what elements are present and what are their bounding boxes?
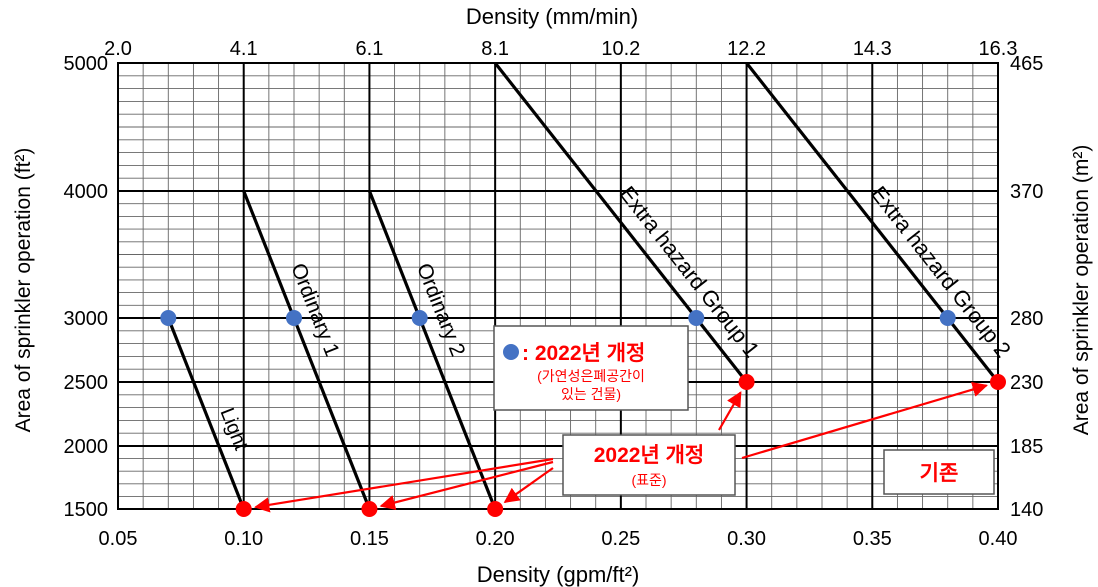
left-tick-labels: 1500 2000 2500 3000 4000 5000 <box>64 53 109 521</box>
x-bottom-tick-label: 0.15 <box>350 528 389 550</box>
y-left-tick-label: 4000 <box>64 181 109 203</box>
y-left-tick-label: 2000 <box>64 436 109 458</box>
blue-point <box>411 310 428 326</box>
existing-annotation-text: 기존 <box>920 462 959 485</box>
x-bottom-tick-label: 0.35 <box>853 528 892 550</box>
y-right-tick-label: 280 <box>1010 308 1043 330</box>
annotation-arrow <box>254 457 554 513</box>
annotation-arrow <box>503 467 554 503</box>
red-point <box>235 501 252 517</box>
red-point <box>487 501 504 517</box>
series-label: Extra hazard Group 2 <box>866 181 1016 362</box>
y-left-tick-label: 5000 <box>64 53 109 75</box>
red-annotation-box: 2022년 개정 (표준) <box>562 434 736 496</box>
blue-point <box>939 310 956 326</box>
blue-point <box>160 310 177 326</box>
right-tick-labels: 140 185 230 280 370 465 <box>1010 53 1043 521</box>
x-axis-bottom-label: Density (gpm/ft²) <box>477 562 640 587</box>
data-points <box>160 310 1006 517</box>
y-axis-left-label: Area of sprinkler operation (ft²) <box>12 148 35 433</box>
red-annotation-sub: (표준) <box>631 472 666 488</box>
red-point <box>738 374 755 390</box>
annotation-arrow <box>741 381 988 460</box>
series-line <box>493 62 748 383</box>
y-right-tick-label: 465 <box>1010 53 1043 75</box>
x-bottom-tick-label: 0.30 <box>727 528 766 550</box>
blue-point <box>286 310 302 326</box>
red-point <box>990 374 1006 390</box>
y-right-tick-label: 370 <box>1010 181 1043 203</box>
blue-legend-marker <box>503 344 519 360</box>
x-top-tick-label: 14.3 <box>853 38 892 60</box>
y-left-tick-label: 1500 <box>64 499 109 521</box>
x-bottom-tick-label: 0.05 <box>99 528 138 550</box>
red-annotation-title: 2022년 개정 <box>594 444 705 467</box>
annotation-arrow <box>379 460 554 511</box>
x-bottom-tick-label: 0.10 <box>224 528 263 550</box>
y-right-tick-label: 230 <box>1010 372 1043 394</box>
x-top-tick-label: 2.0 <box>104 38 132 60</box>
y-left-tick-label: 3000 <box>64 308 109 330</box>
series-lines <box>166 62 1000 510</box>
y-right-tick-label: 140 <box>1010 499 1043 521</box>
bottom-tick-labels: 0.05 0.10 0.15 0.20 0.25 0.30 0.35 0.40 <box>99 528 1018 550</box>
series-line <box>367 190 497 510</box>
y-axis-right-label: Area of sprinkler operation (m²) <box>1070 145 1093 436</box>
series-line <box>745 62 1000 383</box>
blue-annotation-sub2: 있는 건물) <box>561 386 621 402</box>
blue-annotation-sub1: (가연성은폐공간이 <box>537 368 645 384</box>
existing-annotation-box: 기존 <box>883 449 995 495</box>
series-line <box>166 317 246 510</box>
series-line <box>242 190 371 510</box>
blue-point <box>688 310 705 326</box>
x-top-tick-label: 6.1 <box>356 38 384 60</box>
blue-annotation-box: : 2022년 개정 (가연성은폐공간이 있는 건물) <box>493 325 689 411</box>
x-top-tick-label: 4.1 <box>230 38 258 60</box>
x-top-tick-label: 8.1 <box>481 38 509 60</box>
x-top-tick-label: 16.3 <box>979 38 1018 60</box>
annotation-arrows <box>254 381 988 513</box>
red-point <box>361 501 378 517</box>
series-label: Ordinary 2 <box>412 260 469 360</box>
x-top-tick-label: 10.2 <box>601 38 640 60</box>
blue-annotation-title: : 2022년 개정 <box>522 342 645 365</box>
x-bottom-tick-label: 0.40 <box>979 528 1018 550</box>
top-tick-labels: 2.0 4.1 6.1 8.1 10.2 12.2 14.3 16.3 <box>104 38 1017 60</box>
annotation-arrow <box>718 391 742 431</box>
x-axis-top-label: Density (mm/min) <box>466 4 638 29</box>
x-top-tick-label: 12.2 <box>727 38 766 60</box>
x-bottom-tick-label: 0.20 <box>476 528 515 550</box>
y-left-tick-label: 2500 <box>64 372 109 394</box>
y-right-tick-label: 185 <box>1010 436 1043 458</box>
plot-frame <box>117 62 999 510</box>
x-bottom-tick-label: 0.25 <box>601 528 640 550</box>
series-label: Ordinary 1 <box>286 260 343 360</box>
